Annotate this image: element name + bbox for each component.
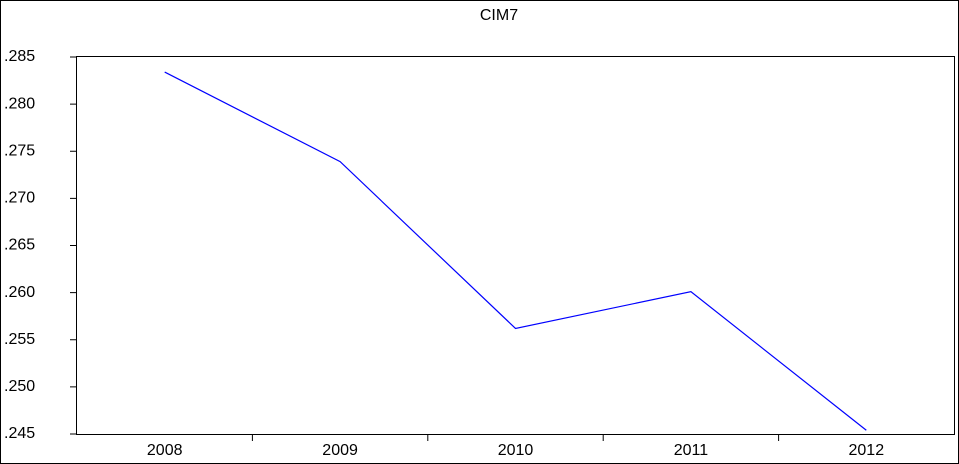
y-tick-label: .285 xyxy=(4,48,35,65)
x-tick-label: 2012 xyxy=(849,442,885,459)
y-tick-label: .270 xyxy=(4,190,35,207)
y-tick-label: .280 xyxy=(4,95,35,112)
x-tick-label: 2008 xyxy=(147,442,183,459)
x-tick-label: 2010 xyxy=(498,442,534,459)
y-tick-label: .255 xyxy=(4,331,35,348)
chart-title: CIM7 xyxy=(480,7,518,24)
x-tick-label: 2011 xyxy=(674,442,709,459)
y-tick-label: .250 xyxy=(4,378,35,395)
y-tick-label: .265 xyxy=(4,237,35,254)
y-tick-label: .260 xyxy=(4,284,35,301)
data-line xyxy=(164,71,867,431)
x-tick-label: 2009 xyxy=(322,442,358,459)
y-tick-label: .245 xyxy=(4,425,35,442)
y-tick-label: .275 xyxy=(4,142,35,159)
